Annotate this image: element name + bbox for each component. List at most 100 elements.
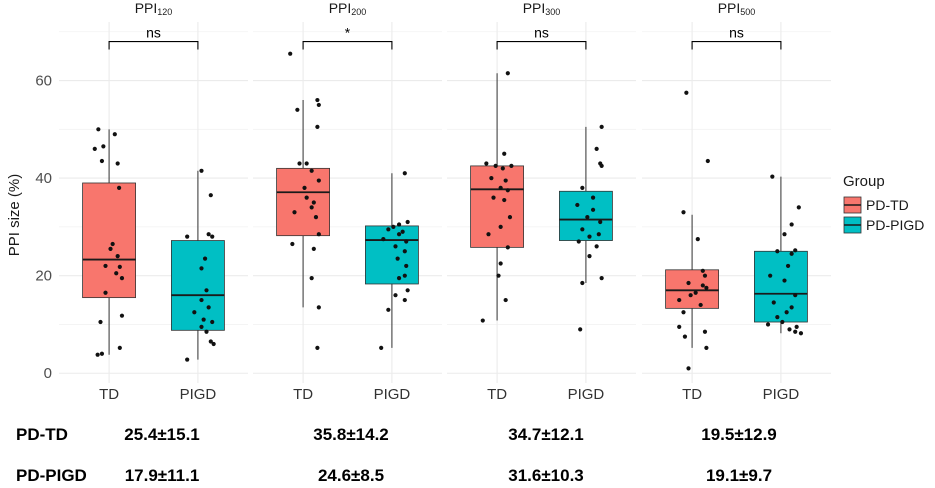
stat-pd-pigd-ppi300: 31.6±10.3 [508, 466, 584, 485]
data-point [211, 341, 216, 347]
data-point [199, 266, 204, 271]
data-point [677, 297, 682, 303]
data-point [204, 288, 209, 293]
data-point [780, 319, 785, 325]
data-point [782, 278, 787, 283]
data-point [704, 345, 709, 350]
data-point [201, 317, 206, 322]
significance-label: * [345, 25, 351, 41]
data-point [110, 241, 115, 247]
data-point [493, 163, 498, 169]
x-tick-label: TD [682, 386, 702, 403]
data-point [500, 166, 505, 171]
data-point [580, 185, 585, 190]
data-point [404, 263, 409, 269]
data-point [295, 107, 300, 112]
bracket-line [496, 40, 587, 50]
data-point [505, 71, 510, 76]
data-point [316, 305, 321, 310]
row-label-pd-td: PD-TD [16, 425, 68, 444]
data-point [316, 232, 321, 237]
x-tick-label: PIGD [374, 386, 411, 403]
data-point [304, 161, 309, 166]
data-point [686, 280, 691, 286]
data-point [313, 215, 319, 220]
data-point [115, 254, 120, 259]
significance-label: ns [146, 25, 161, 41]
data-point [789, 251, 794, 256]
data-point [199, 324, 204, 329]
data-point [789, 222, 794, 227]
x-tick-label: TD [99, 386, 119, 403]
box-body [754, 250, 808, 323]
significance-label: ns [534, 25, 549, 41]
data-point [498, 185, 503, 190]
data-point [794, 324, 799, 329]
panel-title-subscript: 500 [740, 7, 755, 17]
data-point [695, 236, 700, 242]
data-point [789, 305, 794, 310]
data-point [400, 229, 405, 234]
box-pigd [559, 124, 613, 332]
data-point [115, 161, 120, 166]
data-point [775, 315, 780, 320]
data-point [580, 227, 585, 232]
data-point [700, 268, 705, 273]
stat-pd-td-ppi300: 34.7±12.1 [508, 425, 584, 444]
data-point [702, 273, 708, 278]
data-point [502, 197, 507, 203]
data-point [302, 185, 307, 190]
data-point [682, 334, 688, 339]
data-point [599, 124, 604, 129]
data-point [507, 215, 513, 220]
data-point [693, 290, 698, 295]
data-point [681, 210, 686, 215]
stat-pd-pigd-ppi120: 17.9±11.1 [124, 466, 200, 485]
bracket-line [691, 40, 782, 50]
data-point [119, 276, 125, 281]
y-tick-label: 0 [44, 365, 52, 382]
data-point [98, 319, 103, 325]
data-point [503, 178, 508, 183]
data-point [576, 239, 581, 244]
data-point [395, 256, 400, 261]
data-point [486, 232, 491, 237]
data-point [379, 345, 384, 350]
box-body [276, 167, 330, 237]
x-tick-label: TD [487, 386, 507, 403]
data-point [297, 161, 302, 166]
data-point [92, 146, 97, 151]
data-point [315, 124, 320, 129]
data-point [396, 276, 402, 281]
panel-ppi120: PPI120 TD PIGD ns [59, 0, 248, 403]
data-point [599, 276, 604, 281]
data-point [405, 219, 410, 225]
data-point [210, 234, 215, 239]
data-point [575, 202, 580, 208]
data-point [404, 239, 409, 244]
data-point [503, 297, 508, 303]
panel-title-main: PPI [329, 0, 352, 16]
row-label-pd-pigd: PD-PIGD [16, 466, 87, 485]
data-point [202, 256, 208, 261]
data-point [114, 271, 119, 276]
box-pigd [365, 171, 419, 350]
data-point [590, 195, 596, 200]
legend-item-pd-pigd: PD-PIGD [843, 216, 924, 234]
data-point [311, 200, 316, 205]
x-tick-label: PIGD [180, 386, 217, 403]
significance-bracket: * [302, 25, 393, 50]
data-point [396, 222, 402, 227]
data-point [402, 273, 407, 278]
significance-bracket: ns [496, 25, 587, 50]
box-body [470, 165, 524, 248]
stat-pd-pigd-ppi200: 24.6±8.5 [317, 466, 385, 485]
data-point [103, 263, 108, 269]
data-point [206, 232, 211, 237]
data-point [309, 276, 314, 281]
data-point [185, 357, 190, 362]
data-point [784, 310, 789, 315]
box-td [470, 71, 524, 323]
data-point [686, 366, 691, 371]
legend-label: PD-TD [866, 197, 909, 213]
